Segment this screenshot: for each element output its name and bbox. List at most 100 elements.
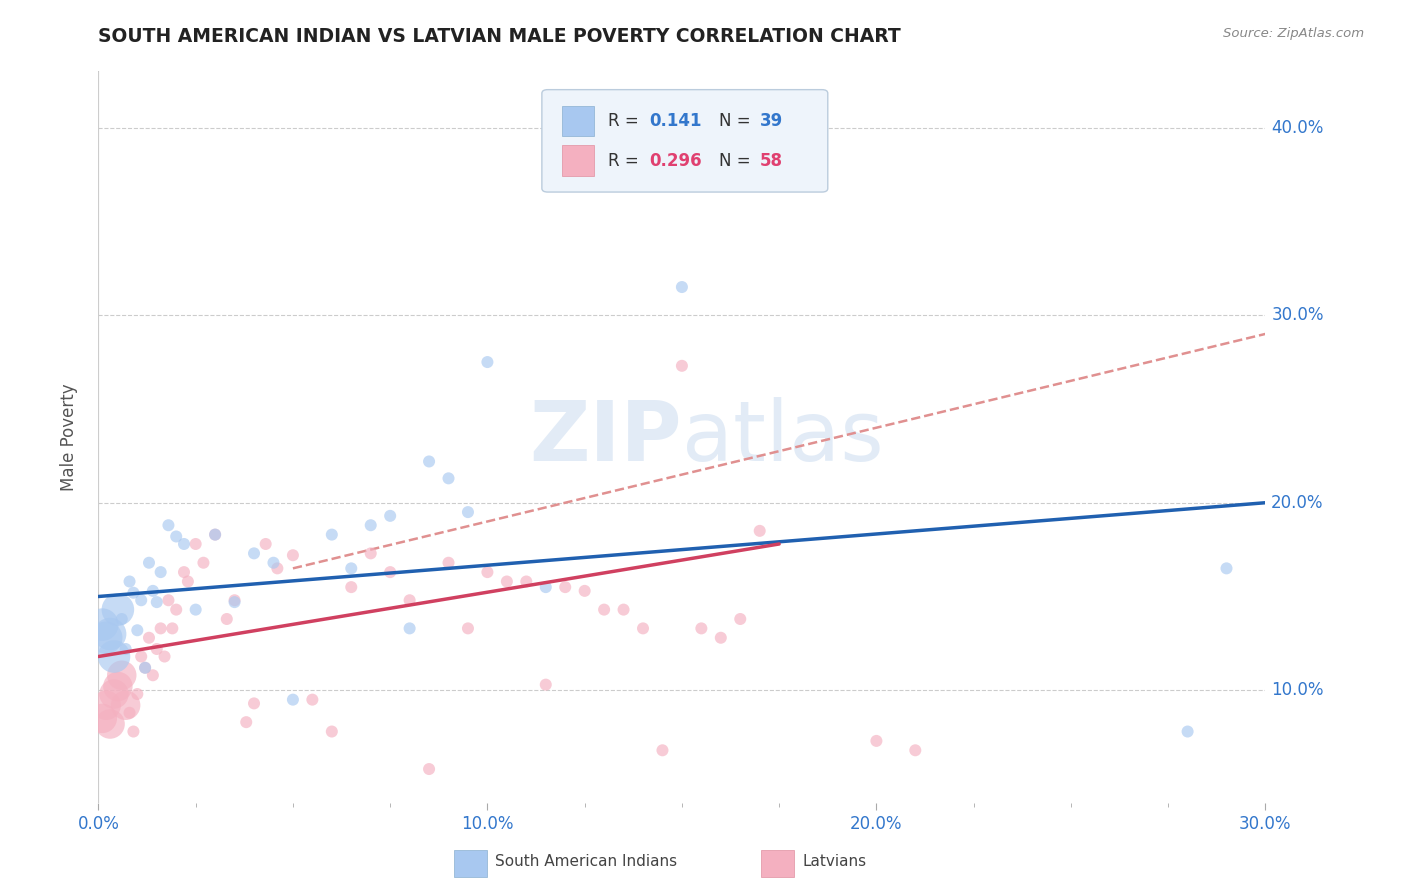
- Point: [495, 574, 517, 589]
- Point: [748, 524, 770, 538]
- Text: N =: N =: [720, 112, 756, 130]
- Point: [184, 537, 207, 551]
- Text: 58: 58: [761, 152, 783, 169]
- Point: [457, 505, 479, 519]
- Point: [149, 621, 172, 635]
- Point: [129, 593, 152, 607]
- Text: 20.0%: 20.0%: [1271, 494, 1323, 512]
- Text: R =: R =: [609, 152, 644, 169]
- Point: [96, 631, 118, 645]
- Point: [671, 280, 693, 294]
- Point: [111, 612, 134, 626]
- FancyBboxPatch shape: [562, 106, 595, 136]
- Point: [146, 642, 169, 657]
- Point: [146, 595, 169, 609]
- Point: [184, 602, 207, 616]
- Point: [321, 724, 343, 739]
- Point: [398, 621, 420, 635]
- Point: [262, 556, 284, 570]
- Point: [114, 642, 136, 657]
- Point: [437, 556, 460, 570]
- Text: atlas: atlas: [682, 397, 883, 477]
- Point: [122, 586, 145, 600]
- Point: [360, 518, 382, 533]
- Point: [91, 617, 114, 632]
- Y-axis label: Male Poverty: Male Poverty: [59, 384, 77, 491]
- Point: [98, 627, 121, 641]
- FancyBboxPatch shape: [761, 849, 794, 878]
- Text: SOUTH AMERICAN INDIAN VS LATVIAN MALE POVERTY CORRELATION CHART: SOUTH AMERICAN INDIAN VS LATVIAN MALE PO…: [98, 27, 901, 45]
- Point: [127, 624, 149, 638]
- Point: [477, 565, 499, 579]
- Point: [157, 593, 180, 607]
- Point: [612, 602, 634, 616]
- Point: [138, 556, 160, 570]
- Point: [118, 574, 141, 589]
- Point: [165, 602, 187, 616]
- Point: [107, 602, 129, 616]
- Point: [904, 743, 927, 757]
- Text: 30.0%: 30.0%: [1271, 306, 1323, 324]
- Point: [173, 537, 195, 551]
- Point: [477, 355, 499, 369]
- Point: [418, 454, 440, 468]
- Text: R =: R =: [609, 112, 644, 130]
- Point: [173, 565, 195, 579]
- Point: [651, 743, 673, 757]
- Point: [515, 574, 537, 589]
- Point: [129, 649, 152, 664]
- Text: 0.141: 0.141: [650, 112, 702, 130]
- Point: [281, 692, 304, 706]
- Point: [149, 565, 172, 579]
- Point: [690, 621, 713, 635]
- Text: 10.0%: 10.0%: [1271, 681, 1323, 699]
- Point: [204, 527, 226, 541]
- FancyBboxPatch shape: [454, 849, 486, 878]
- Point: [534, 678, 557, 692]
- Point: [204, 527, 226, 541]
- Point: [224, 593, 246, 607]
- Point: [138, 631, 160, 645]
- Point: [593, 602, 616, 616]
- Point: [671, 359, 693, 373]
- Point: [266, 561, 288, 575]
- Point: [398, 593, 420, 607]
- Point: [254, 537, 277, 551]
- Point: [165, 529, 187, 543]
- Point: [162, 621, 184, 635]
- FancyBboxPatch shape: [562, 145, 595, 176]
- Point: [457, 621, 479, 635]
- Point: [96, 698, 118, 713]
- Point: [122, 724, 145, 739]
- Point: [710, 631, 733, 645]
- Point: [224, 595, 246, 609]
- Text: 0.296: 0.296: [650, 152, 702, 169]
- Point: [157, 518, 180, 533]
- Point: [118, 706, 141, 720]
- Text: 40.0%: 40.0%: [1271, 119, 1323, 136]
- Point: [107, 680, 129, 694]
- Point: [111, 668, 134, 682]
- Point: [281, 548, 304, 562]
- Point: [134, 661, 156, 675]
- Point: [301, 692, 323, 706]
- Point: [153, 649, 176, 664]
- Point: [730, 612, 752, 626]
- FancyBboxPatch shape: [541, 90, 828, 192]
- Text: Source: ZipAtlas.com: Source: ZipAtlas.com: [1223, 27, 1364, 40]
- Point: [631, 621, 654, 635]
- Point: [177, 574, 200, 589]
- Point: [103, 687, 125, 701]
- Point: [193, 556, 215, 570]
- Text: ZIP: ZIP: [530, 397, 682, 477]
- Point: [142, 583, 165, 598]
- Text: 39: 39: [761, 112, 783, 130]
- Point: [321, 527, 343, 541]
- Point: [114, 698, 136, 713]
- Point: [142, 668, 165, 682]
- Point: [437, 471, 460, 485]
- Point: [534, 580, 557, 594]
- Point: [215, 612, 238, 626]
- Point: [554, 580, 576, 594]
- Text: Latvians: Latvians: [801, 854, 866, 869]
